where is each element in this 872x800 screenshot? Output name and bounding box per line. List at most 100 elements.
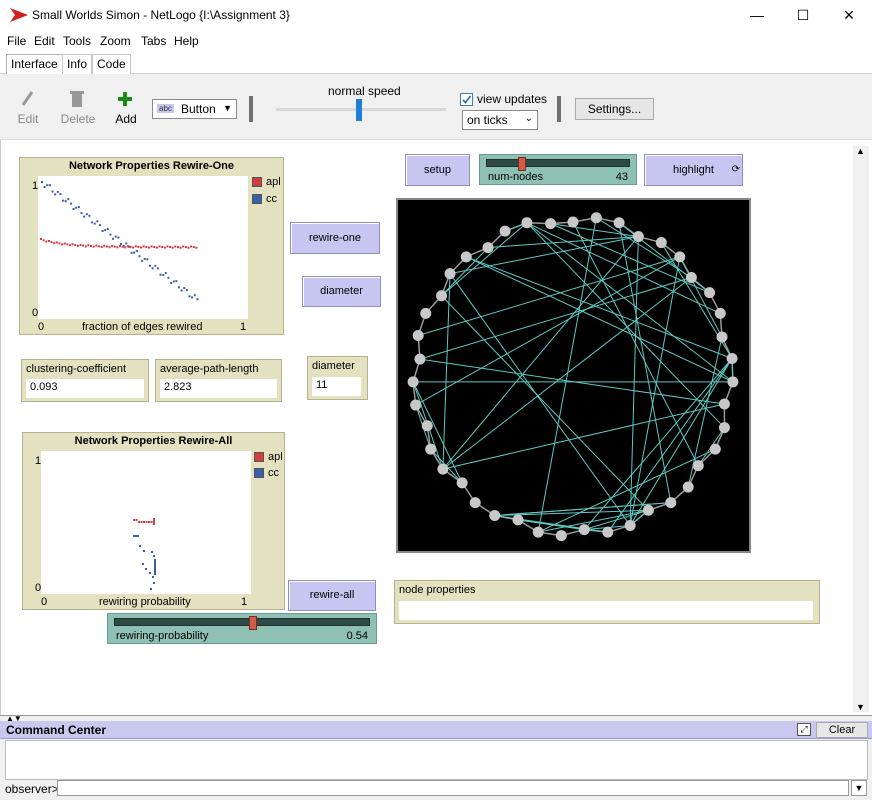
network-link xyxy=(449,236,639,275)
slider-track xyxy=(486,157,630,171)
legend-swatch-apl xyxy=(254,452,264,462)
maximize-button[interactable]: ☐ xyxy=(796,7,810,23)
cc-point xyxy=(59,193,62,196)
network-node xyxy=(414,353,426,365)
rewiring-probability-slider[interactable]: rewiring-probability 0.54 xyxy=(107,613,377,644)
menu-zoom[interactable]: Zoom xyxy=(100,34,131,48)
splitter-arrows-icon[interactable]: ▲▼ xyxy=(6,714,22,723)
rewire-all-button[interactable]: rewire-all xyxy=(288,580,376,611)
apl-point xyxy=(195,246,198,249)
network-link xyxy=(572,221,699,466)
menu-tabs[interactable]: Tabs xyxy=(141,34,167,48)
cc-point xyxy=(70,202,72,205)
settings-button[interactable]: Settings... xyxy=(575,98,654,120)
network-node xyxy=(407,376,419,388)
scroll-down-icon[interactable]: ▼ xyxy=(856,702,865,712)
monitor-value: 0.093 xyxy=(26,379,144,398)
network-link xyxy=(584,509,649,531)
network-node xyxy=(460,251,472,263)
apl-point xyxy=(74,244,77,247)
network-link xyxy=(526,222,734,383)
command-center-title: Command Center xyxy=(6,723,107,737)
apl-point xyxy=(76,244,79,247)
menu-file[interactable]: File xyxy=(7,34,27,48)
network-node xyxy=(692,460,704,472)
cc-point xyxy=(114,235,117,238)
apl-point xyxy=(103,244,106,247)
monitor-label: clustering-coefficient xyxy=(26,363,127,375)
plot-canvas xyxy=(40,181,199,301)
network-link xyxy=(687,336,723,488)
expand-icon[interactable]: ⤢ xyxy=(797,723,811,736)
apl-point xyxy=(155,246,158,249)
network-node xyxy=(602,526,614,538)
cc-point xyxy=(83,215,86,218)
cc-point xyxy=(48,184,51,187)
view-updates-checkbox[interactable] xyxy=(460,93,473,106)
x-min-label: 0 xyxy=(41,596,48,608)
cc-point xyxy=(170,282,173,284)
tab-code[interactable]: Code xyxy=(92,54,131,74)
widget-type-select[interactable]: abc Button ▼ xyxy=(152,99,237,119)
cc-point xyxy=(109,233,112,236)
menu-help[interactable]: Help xyxy=(174,34,199,48)
apl-point xyxy=(148,521,150,523)
edit-button[interactable]: Edit xyxy=(17,112,39,126)
cc-point xyxy=(191,296,194,299)
apl-point xyxy=(187,246,190,249)
apl-point xyxy=(95,244,98,247)
speed-slider-handle[interactable] xyxy=(356,99,362,121)
slider-track xyxy=(114,616,370,630)
apl-point xyxy=(137,245,140,248)
setup-button[interactable]: setup xyxy=(405,154,470,186)
cc-point xyxy=(46,184,49,187)
clear-button[interactable]: Clear xyxy=(816,722,868,738)
interface-scrollbar[interactable]: ▲ ▼ xyxy=(853,146,869,712)
network-node xyxy=(682,481,694,493)
network-link xyxy=(583,358,733,530)
num-nodes-slider[interactable]: num-nodes 43 xyxy=(479,154,637,185)
tab-interface[interactable]: Interface xyxy=(6,54,63,74)
cc-point xyxy=(141,259,144,262)
apl-point xyxy=(161,246,164,248)
close-button[interactable]: ✕ xyxy=(843,7,855,23)
world-view[interactable] xyxy=(396,198,751,553)
apl-point xyxy=(148,246,150,249)
command-center: ▲▼ Command Center ⤢ Clear observer> ▼ xyxy=(0,714,872,800)
plot-title: Network Properties Rewire-One xyxy=(68,160,235,172)
tab-info[interactable]: Info xyxy=(62,54,93,74)
menu-tools[interactable]: Tools xyxy=(63,34,92,48)
apl-point xyxy=(174,245,177,248)
apl-point xyxy=(119,245,121,248)
update-mode-select[interactable]: on ticks ⌄ xyxy=(462,110,538,130)
cc-point xyxy=(122,244,125,247)
cc-point xyxy=(172,280,175,283)
slider-knob[interactable] xyxy=(249,616,257,630)
network-node xyxy=(489,510,501,522)
diameter-button[interactable]: diameter xyxy=(302,276,381,307)
delete-button[interactable]: Delete xyxy=(60,112,96,126)
cc-point xyxy=(162,274,165,276)
apl-point xyxy=(153,518,155,525)
add-icon xyxy=(118,92,132,106)
rewire-one-button[interactable]: rewire-one xyxy=(290,222,380,254)
network-node xyxy=(420,307,432,319)
network-node xyxy=(425,443,437,455)
chevron-down-icon[interactable]: ▼ xyxy=(851,780,867,796)
cc-point xyxy=(149,264,151,267)
apl-point xyxy=(108,246,111,249)
scroll-up-icon[interactable]: ▲ xyxy=(856,146,865,156)
network-link xyxy=(629,358,733,526)
menu-edit[interactable]: Edit xyxy=(34,34,55,48)
slider-knob[interactable] xyxy=(518,157,526,171)
cc-point xyxy=(62,199,65,202)
cc-point xyxy=(54,193,57,196)
cc-point xyxy=(101,230,104,232)
minimize-button[interactable]: — xyxy=(750,7,764,23)
network-node xyxy=(685,271,697,283)
observer-select[interactable]: observer> xyxy=(5,782,59,796)
add-button[interactable]: Add xyxy=(115,112,137,126)
cc-point xyxy=(77,206,80,209)
command-input[interactable] xyxy=(57,780,849,796)
highlight-button[interactable]: highlight ⟳ xyxy=(644,154,743,186)
